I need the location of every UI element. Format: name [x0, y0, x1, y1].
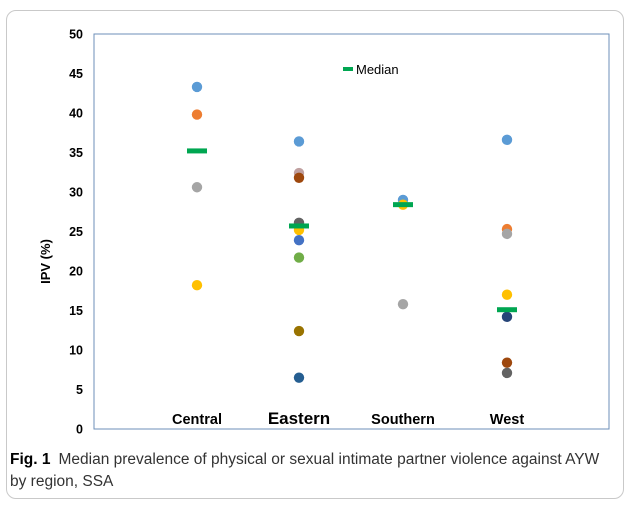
data-point: [501, 228, 513, 240]
y-tick-label: 15: [69, 304, 83, 318]
category-label: Eastern: [268, 409, 330, 428]
data-point: [293, 252, 305, 263]
median-marker: [187, 148, 207, 154]
data-point: [293, 372, 305, 383]
data-point: [191, 81, 203, 93]
figure-caption: Fig. 1 Median prevalence of physical or s…: [10, 449, 610, 493]
y-tick-label: 5: [76, 383, 83, 397]
y-tick-label: 50: [69, 28, 83, 42]
category-label: West: [490, 412, 525, 428]
category-label: Southern: [371, 412, 435, 428]
data-point: [293, 234, 305, 246]
data-point: [191, 280, 203, 291]
scatter-chart: 0 5 10 15 20 25 30 35 40 45 50 IPV (%) Central Easter…: [38, 28, 610, 437]
figure-caption-text: Median prevalence of physical or sexual …: [10, 451, 600, 490]
y-axis-label: IPV (%): [38, 239, 53, 284]
y-tick-label: 0: [76, 423, 83, 437]
data-point: [293, 136, 305, 147]
y-tick-label: 40: [69, 107, 83, 121]
data-point: [501, 367, 513, 379]
data-point: [501, 357, 513, 368]
data-point: [501, 289, 513, 300]
y-tick-label: 30: [69, 186, 83, 200]
y-tick-label: 20: [69, 265, 83, 279]
median-marker: [289, 223, 309, 229]
y-tick-label: 45: [69, 67, 83, 81]
data-point: [501, 134, 513, 146]
category-label: Central: [172, 412, 222, 428]
y-tick-label: 10: [69, 344, 83, 358]
plot-area: [93, 33, 610, 430]
data-point: [191, 182, 203, 193]
data-point: [397, 298, 409, 310]
data-point: [191, 109, 203, 120]
figure-frame: [6, 10, 624, 499]
y-tick-label: 25: [69, 225, 83, 239]
median-marker: [497, 307, 517, 313]
median-marker: [393, 202, 413, 208]
data-point: [293, 172, 305, 183]
legend-marker: [343, 67, 353, 71]
legend-label: Median: [356, 62, 399, 77]
y-tick-label: 35: [69, 146, 83, 160]
data-point: [293, 325, 305, 337]
figure-label: Fig. 1: [10, 451, 51, 468]
data-point: [501, 311, 513, 323]
